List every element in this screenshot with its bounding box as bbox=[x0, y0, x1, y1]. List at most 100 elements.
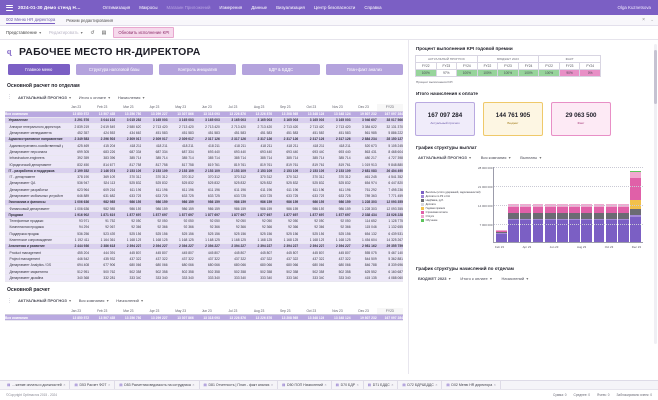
cell[interactable]: 92 050 bbox=[245, 218, 273, 225]
cell[interactable]: 1 877 697 bbox=[298, 211, 325, 219]
cell[interactable]: 863 431 bbox=[350, 148, 377, 156]
cell[interactable]: 986 159 bbox=[272, 205, 299, 213]
cell[interactable]: 2 394 227 bbox=[193, 243, 220, 251]
cell[interactable]: 2 713 420 bbox=[324, 123, 351, 131]
cell[interactable]: 3 165 003 bbox=[167, 117, 194, 125]
cell[interactable]: 2 317 126 bbox=[245, 136, 273, 144]
cell[interactable]: 7 495 236 bbox=[376, 186, 403, 194]
cell[interactable]: 2 713 420 bbox=[193, 123, 220, 131]
cell[interactable]: 2 153 109 bbox=[115, 167, 142, 175]
cell[interactable]: 383 396 bbox=[89, 155, 116, 162]
save-icon[interactable]: ▤ bbox=[101, 29, 107, 36]
cell[interactable]: 445 807 bbox=[193, 249, 220, 257]
cell[interactable]: 680 066 bbox=[298, 262, 325, 269]
cell[interactable]: 92 366 bbox=[167, 224, 194, 232]
cell[interactable]: 2 394 227 bbox=[324, 243, 351, 251]
cell[interactable]: 3 946 607 bbox=[350, 117, 377, 125]
cell[interactable]: 1 877 697 bbox=[115, 211, 142, 219]
departments-table[interactable]: Jan 23 Feb 23 Mar 23 Apr 23 May 23 Jun 23 Jul … bbox=[5, 104, 403, 282]
cell[interactable]: 2 713 420 bbox=[298, 123, 325, 131]
table-row[interactable]: Финансовый департамент 1 006 636 982 985 98… bbox=[5, 205, 403, 213]
cell[interactable]: 445 807 bbox=[141, 249, 168, 257]
cell[interactable]: 92 366 bbox=[272, 224, 299, 232]
col-header-13[interactable]: FY23 bbox=[376, 307, 403, 316]
cell[interactable]: 92 050 bbox=[298, 218, 325, 225]
cell[interactable]: 1 877 697 bbox=[245, 211, 273, 219]
table-row[interactable]: Департамент менеджмента 452 357 424 553 434… bbox=[5, 129, 403, 137]
row-label[interactable]: Телефонные продажи bbox=[5, 218, 63, 225]
col-header-5[interactable]: May 23 bbox=[167, 307, 194, 316]
cell[interactable]: 2 713 420 bbox=[219, 123, 246, 131]
total-card-0[interactable]: 167 097 284 Актуальный прогноз bbox=[415, 101, 475, 136]
cell[interactable]: 544 509 bbox=[350, 255, 377, 263]
cell[interactable]: 445 807 bbox=[324, 249, 351, 257]
kpi-value-1[interactable]: 97% bbox=[435, 69, 458, 77]
filter2-company[interactable]: Вся компания ▼ bbox=[79, 298, 110, 303]
kpi-value-8[interactable]: 0% bbox=[579, 69, 601, 77]
cell[interactable]: 525 832 bbox=[272, 180, 299, 188]
cell[interactable]: 525 156 bbox=[193, 230, 220, 238]
cell[interactable]: 986 159 bbox=[324, 199, 351, 206]
cell[interactable]: 5 105 245 bbox=[376, 142, 403, 150]
cell[interactable]: 13 299 227 bbox=[141, 314, 168, 322]
cell[interactable]: 2 309 017 bbox=[167, 136, 194, 144]
cell[interactable]: 385 714 bbox=[298, 155, 325, 162]
chart2-filter-payment[interactable]: Итого к оплате ▼ bbox=[460, 276, 492, 281]
col-header-2[interactable]: Feb 23 bbox=[89, 104, 116, 112]
cell[interactable]: 693 440 bbox=[272, 148, 299, 156]
cell[interactable]: 418 211 bbox=[219, 142, 246, 150]
col-header-8[interactable]: Aug 23 bbox=[245, 307, 273, 316]
cell[interactable]: 789 363 bbox=[350, 192, 377, 200]
cell[interactable]: 2 309 017 bbox=[141, 136, 168, 144]
cell[interactable]: 445 807 bbox=[272, 249, 299, 257]
row-label[interactable]: Вся компания bbox=[5, 314, 63, 322]
hamburger-menu-icon[interactable] bbox=[6, 4, 13, 11]
cell[interactable]: 525 156 bbox=[141, 230, 168, 238]
kpi-value-0[interactable]: 100% bbox=[415, 69, 437, 77]
cell[interactable]: 633 725 bbox=[115, 192, 142, 200]
cell[interactable]: 446 542 bbox=[63, 255, 90, 263]
cell[interactable]: 445 807 bbox=[167, 249, 194, 257]
cell[interactable]: 2 713 420 bbox=[245, 123, 273, 131]
kpi-value-6[interactable]: 100% bbox=[538, 69, 560, 77]
table-row[interactable]: Экономика и финансы 1 006 636 982 985 986 1… bbox=[5, 199, 403, 206]
row-label[interactable]: Продажи bbox=[5, 211, 63, 219]
nav-button-2[interactable]: Контроль инициатив bbox=[158, 64, 237, 75]
cell[interactable]: 451 583 bbox=[298, 129, 325, 137]
cell[interactable]: 333 340 bbox=[219, 274, 246, 282]
col-header-10[interactable]: Oct 23 bbox=[298, 307, 325, 316]
row-label[interactable]: Вся компания bbox=[5, 111, 63, 118]
cell[interactable]: 13 318 093 bbox=[193, 314, 220, 322]
cell[interactable]: 4 727 398 bbox=[376, 155, 403, 162]
cell[interactable]: 425 469 bbox=[63, 142, 90, 150]
legend-item-0[interactable]: Выплаты (итого удержаний, задолженностей… bbox=[421, 190, 481, 194]
cell[interactable]: 2 713 420 bbox=[167, 123, 194, 131]
cell[interactable]: 693 440 bbox=[193, 148, 220, 156]
cell[interactable]: 1 916 902 bbox=[63, 211, 90, 219]
cell[interactable]: 2 394 227 bbox=[141, 243, 168, 251]
table-row[interactable]: Вся компания 13 850 572 13 507 435 13 256 7… bbox=[5, 314, 403, 322]
row-label[interactable]: Департамент персонала bbox=[5, 148, 63, 156]
cell[interactable]: 4 088 060 bbox=[376, 274, 403, 282]
cell[interactable]: 2 394 227 bbox=[245, 243, 273, 251]
cell[interactable]: 2 444 936 bbox=[63, 243, 90, 251]
nav-button-4[interactable]: План-факт анализ bbox=[325, 64, 403, 75]
legend-item-3[interactable]: Доплата bbox=[421, 202, 481, 206]
cell[interactable]: 2 296 503 bbox=[89, 136, 116, 144]
cell[interactable]: 525 156 bbox=[245, 230, 273, 238]
row-label[interactable]: Project management bbox=[5, 255, 63, 263]
cell[interactable]: 3 044 102 bbox=[89, 117, 116, 125]
cell[interactable]: 92 050 bbox=[193, 218, 220, 225]
cell[interactable]: 3 291 576 bbox=[63, 117, 90, 125]
cell[interactable]: 13 348 124 bbox=[324, 111, 351, 118]
row-label[interactable]: Экономика и финансы bbox=[5, 199, 63, 206]
cell[interactable]: 525 156 bbox=[219, 230, 246, 238]
cell[interactable]: 13 348 124 bbox=[298, 314, 325, 322]
cell[interactable]: 13 850 572 bbox=[63, 111, 90, 118]
cell[interactable]: 437 322 bbox=[115, 255, 142, 263]
cell[interactable]: 1 877 697 bbox=[324, 211, 351, 219]
table-row[interactable]: Юридический департамент 832 450 814 677 817… bbox=[5, 161, 403, 169]
cell[interactable]: 502 358 bbox=[141, 268, 168, 276]
cell[interactable]: 332 281 bbox=[89, 274, 116, 282]
cell[interactable]: 2 394 227 bbox=[272, 243, 299, 251]
